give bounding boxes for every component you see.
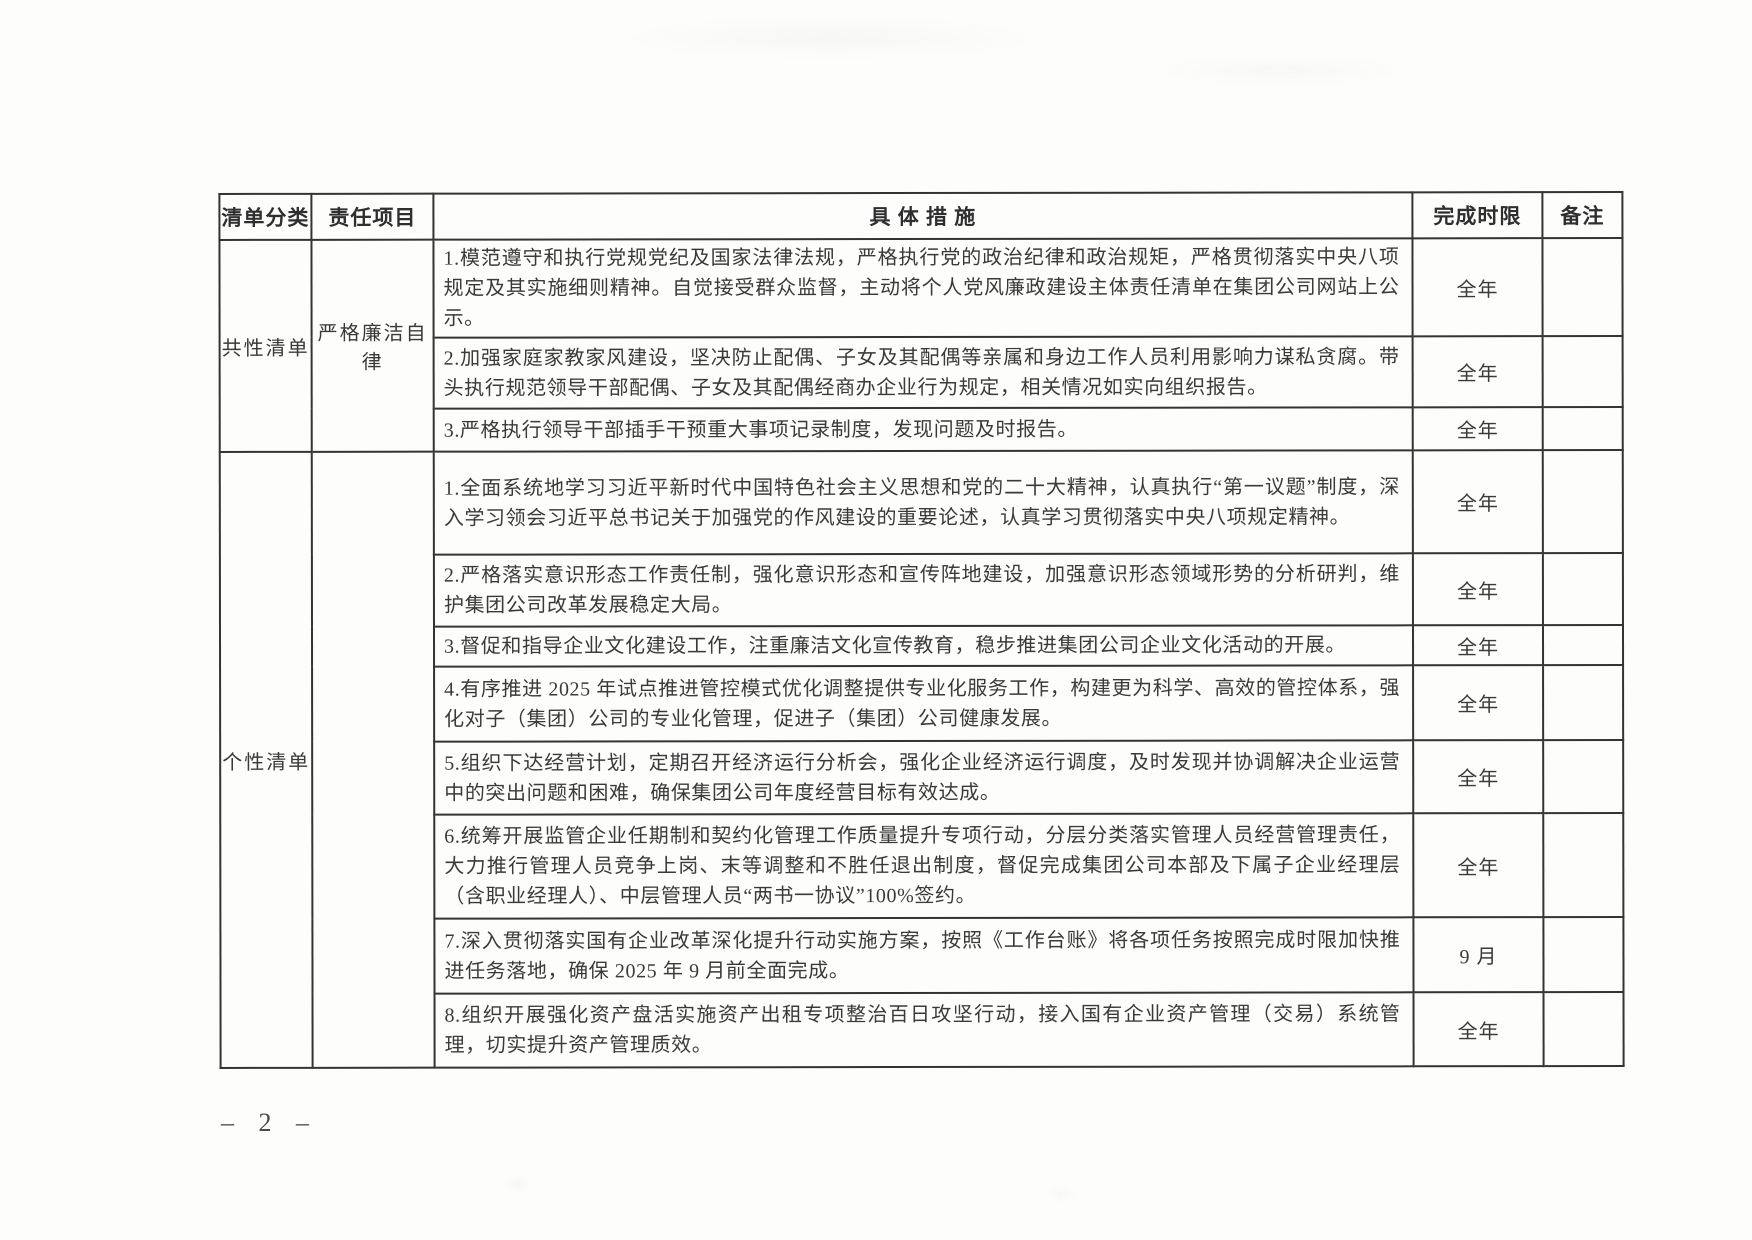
deadline-cell: 全年 (1412, 407, 1543, 451)
measure-cell: 2.严格落实意识形态工作责任制，强化意识形态和宣传阵地建设，加强意识形态领域形势… (433, 553, 1413, 627)
page-number: – 2 – (221, 1108, 318, 1137)
deadline-cell: 全年 (1412, 450, 1543, 554)
remark-cell (1543, 740, 1624, 814)
section-project-common: 严格廉洁自律 (311, 239, 434, 452)
scan-artifact (1046, 1188, 1076, 1200)
remark-cell (1542, 336, 1623, 408)
measure-cell: 1.模范遵守和执行党规党纪及国家法律法规，严格执行党的政治纪律和政治规矩，严格贯… (433, 238, 1413, 338)
col-header-category: 清单分类 (219, 193, 312, 240)
section-category-common: 共性清单 (219, 239, 312, 452)
deadline-cell: 全年 (1413, 992, 1544, 1067)
remark-cell (1542, 553, 1623, 626)
header-row: 清单分类 责任项目 具 体 措 施 完成时限 备注 (219, 192, 1623, 240)
deadline-cell: 全年 (1413, 665, 1544, 741)
col-header-project: 责任项目 (311, 193, 434, 240)
measure-cell: 3.督促和指导企业文化建设工作，注重廉洁文化宣传教育，稳步推进集团公司企业文化活… (433, 625, 1414, 667)
remark-cell (1543, 917, 1624, 993)
section-project-individual (311, 451, 435, 1068)
deadline-cell: 全年 (1413, 740, 1544, 814)
section-category-individual: 个性清单 (219, 451, 313, 1068)
deadline-cell: 全年 (1412, 625, 1544, 666)
scan-artifact (505, 1178, 531, 1190)
col-header-deadline: 完成时限 (1412, 192, 1543, 239)
measure-cell: 2.加强家庭家教家风建设，坚决防止配偶、子女及其配偶等亲属和身边工作人员利用影响… (433, 336, 1413, 409)
remark-cell (1542, 238, 1623, 337)
measure-cell: 5.组织下达经营计划，定期召开经济运行分析会，强化企业经济运行调度，及时发现并协… (434, 740, 1414, 815)
measure-cell: 4.有序推进 2025 年试点推进管控模式优化调整提供专业化服务工作，构建更为科… (434, 665, 1414, 742)
scan-artifact (1150, 55, 1410, 85)
deadline-cell: 全年 (1412, 336, 1543, 408)
measure-cell: 6.统筹开展监管企业任期制和契约化管理工作质量提升专项行动，分层分类落实管理人员… (434, 813, 1414, 919)
deadline-cell: 全年 (1412, 553, 1543, 626)
measure-cell: 3.严格执行领导干部插手干预重大事项记录制度，发现问题及时报告。 (433, 407, 1413, 452)
measure-cell: 7.深入贯彻落实国有企业改革深化提升行动实施方案，按照《工作台账》将各项任务按照… (434, 917, 1414, 994)
responsibility-checklist-table: 清单分类 责任项目 具 体 措 施 完成时限 备注 共性清单 严格廉洁自律 1.… (218, 191, 1624, 1069)
remark-cell (1542, 450, 1623, 554)
remark-cell (1542, 625, 1624, 666)
deadline-cell: 全年 (1413, 813, 1544, 918)
table-row: 共性清单 严格廉洁自律 1.模范遵守和执行党规党纪及国家法律法规，严格执行党的政… (219, 238, 1623, 452)
deadline-cell: 全年 (1412, 238, 1543, 337)
table-row: 个性清单 1.全面系统地学习习近平新时代中国特色社会主义思想和党的二十大精神，认… (219, 450, 1623, 1068)
remark-cell (1543, 665, 1624, 741)
col-header-measures: 具 体 措 施 (433, 192, 1413, 240)
measure-cell: 1.全面系统地学习习近平新时代中国特色社会主义思想和党的二十大精神，认真执行“第… (433, 450, 1413, 555)
remark-cell (1543, 813, 1624, 918)
remark-cell (1543, 992, 1624, 1067)
measure-cell: 8.组织开展强化资产盘活实施资产出租专项整治百日攻坚行动，接入国有企业资产管理（… (434, 992, 1414, 1068)
deadline-cell: 9 月 (1413, 917, 1544, 993)
remark-cell (1542, 407, 1623, 451)
scan-artifact (620, 18, 1040, 58)
col-header-remarks: 备注 (1542, 192, 1623, 239)
